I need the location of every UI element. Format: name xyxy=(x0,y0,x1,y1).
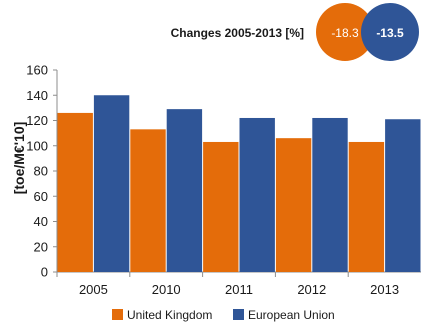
legend-swatch-uk xyxy=(112,309,123,320)
bar-eu-2012 xyxy=(312,117,348,272)
y-tick-label: 160 xyxy=(26,63,48,78)
bar-eu-2011 xyxy=(239,117,275,272)
bar-uk-2013 xyxy=(348,141,385,272)
change-badge-uk xyxy=(316,3,374,61)
legend-swatch-eu xyxy=(233,309,244,320)
changes-label: Changes 2005-2013 [%] xyxy=(171,26,304,40)
bar-eu-2010 xyxy=(166,109,203,272)
y-tick-label: 40 xyxy=(34,214,48,229)
y-tick-label: 20 xyxy=(34,239,48,254)
legend: United Kingdom European Union xyxy=(112,308,335,322)
y-tick-label: 100 xyxy=(26,138,48,153)
change-badge-eu-value: -13.5 xyxy=(376,26,404,40)
change-badge-eu xyxy=(361,3,419,61)
bar-uk-2010 xyxy=(130,129,166,272)
x-ticks: 2005 2010 2011 2012 2013 xyxy=(56,272,399,297)
legend-label-uk: United Kingdom xyxy=(127,308,212,322)
x-tick-label: 2011 xyxy=(225,282,253,297)
bar-uk-2005 xyxy=(57,112,93,272)
y-tick-label: 140 xyxy=(26,88,48,103)
y-tick-label: 120 xyxy=(26,113,48,128)
bar-uk-2012 xyxy=(275,138,312,272)
legend-label-eu: European Union xyxy=(248,308,335,322)
x-tick-label: 2005 xyxy=(79,282,108,297)
x-tick-label: 2013 xyxy=(370,282,399,297)
x-tick-label: 2010 xyxy=(152,282,181,297)
y-axis-label: [toe/M€'10] xyxy=(11,122,27,195)
bar-eu-2005 xyxy=(93,95,130,272)
bar-uk-2011 xyxy=(203,141,239,272)
x-tick-label: 2012 xyxy=(297,282,326,297)
y-tick-label: 60 xyxy=(34,189,48,204)
change-badge-uk-value: -18.3 xyxy=(331,26,359,40)
y-tick-label: 80 xyxy=(34,164,48,179)
bars xyxy=(57,95,421,272)
y-tick-label: 0 xyxy=(41,265,48,280)
y-ticks: 0 20 40 60 80 100 120 140 160 xyxy=(26,63,57,280)
bar-eu-2013 xyxy=(385,119,421,272)
